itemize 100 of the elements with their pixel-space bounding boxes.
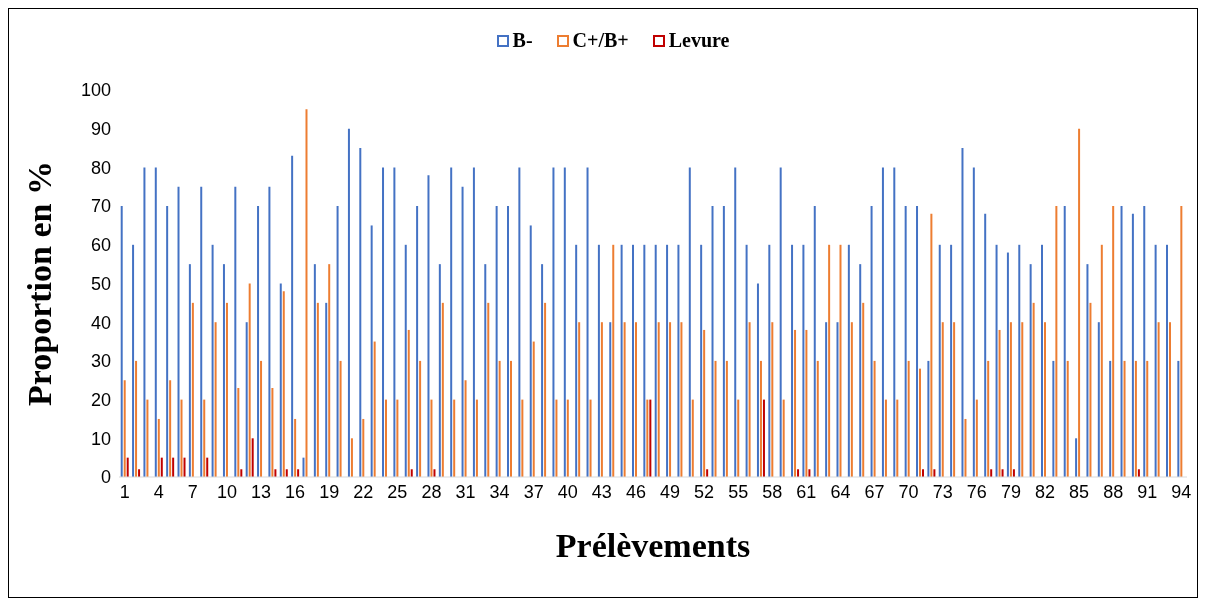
bar <box>297 469 300 477</box>
bar <box>1154 244 1157 477</box>
bar <box>325 302 328 477</box>
x-tick-label: 94 <box>1171 481 1192 502</box>
bar <box>274 469 277 477</box>
bar <box>257 206 260 477</box>
bar <box>123 380 126 477</box>
bar <box>294 418 297 477</box>
bar <box>1112 206 1115 477</box>
bar <box>688 167 691 477</box>
bar <box>350 438 353 477</box>
bar <box>166 206 169 477</box>
bar <box>498 360 501 477</box>
bar <box>666 244 669 477</box>
bar <box>725 360 728 477</box>
bar <box>305 109 308 477</box>
bar <box>143 167 146 477</box>
bar <box>1143 206 1146 477</box>
bar <box>427 175 430 477</box>
x-tick-label: 28 <box>421 481 442 502</box>
bar <box>961 148 964 477</box>
bar <box>797 469 800 477</box>
x-tick-label: 49 <box>660 481 681 502</box>
legend-label: C+/B+ <box>572 29 629 52</box>
bar <box>941 322 944 477</box>
bar <box>896 399 899 477</box>
bar <box>541 264 544 477</box>
bar <box>975 399 978 477</box>
bar <box>1134 360 1137 477</box>
x-tick-label: 16 <box>285 481 306 502</box>
bar <box>927 360 930 477</box>
x-tick-label: 4 <box>153 481 164 502</box>
bar <box>396 399 399 477</box>
y-tick-label: 40 <box>90 312 111 333</box>
bar <box>172 457 175 477</box>
bar <box>737 399 740 477</box>
bar <box>177 186 180 477</box>
x-tick-label: 58 <box>762 481 783 502</box>
bar <box>575 244 578 477</box>
x-tick-label: 91 <box>1137 481 1158 502</box>
bar <box>1063 206 1066 477</box>
bar <box>268 186 271 477</box>
bar <box>1041 244 1043 477</box>
x-tick-label: 31 <box>455 481 476 502</box>
x-tick-label: 64 <box>830 481 851 502</box>
bar <box>521 399 524 477</box>
bar <box>734 167 737 477</box>
bar <box>609 322 612 477</box>
bar <box>120 206 123 477</box>
bar <box>313 264 316 477</box>
bar <box>759 360 762 477</box>
bar <box>518 167 521 477</box>
bar <box>160 457 163 477</box>
bar <box>612 244 615 477</box>
bar <box>1032 302 1035 477</box>
bar <box>1157 322 1160 477</box>
bar <box>510 360 512 477</box>
bar <box>745 244 748 477</box>
x-tick-label: 10 <box>216 481 237 502</box>
bar <box>1086 264 1089 477</box>
bar <box>532 341 535 477</box>
bar <box>950 244 953 477</box>
bar <box>620 244 623 477</box>
x-tick-label: 61 <box>796 481 817 502</box>
bar <box>654 244 657 477</box>
bar <box>211 244 214 477</box>
bar <box>563 167 566 477</box>
bar <box>191 302 194 477</box>
bar <box>881 167 884 477</box>
bar <box>248 283 251 477</box>
bar <box>450 167 453 477</box>
legend-label: B- <box>512 29 533 52</box>
bar <box>416 206 419 477</box>
bar <box>893 167 896 477</box>
bar <box>1001 469 1004 477</box>
bar <box>1044 322 1046 477</box>
bar <box>1018 244 1021 477</box>
bar <box>1131 213 1134 477</box>
bar <box>808 469 811 477</box>
x-tick-label: 22 <box>353 481 374 502</box>
bar <box>328 264 331 477</box>
y-tick-label: 10 <box>90 428 111 449</box>
bar <box>404 244 407 477</box>
bar <box>711 206 714 477</box>
bar <box>475 399 478 477</box>
bar <box>714 360 717 477</box>
bar <box>214 322 217 477</box>
bar <box>154 167 157 477</box>
bar <box>657 322 660 477</box>
x-tick-label: 1 <box>119 481 130 502</box>
bar <box>771 322 774 477</box>
bar <box>1012 469 1015 477</box>
bar <box>836 322 839 477</box>
x-axis-title: Prélèvements <box>555 527 751 564</box>
x-tick-label: 37 <box>523 481 544 502</box>
bar <box>700 244 703 477</box>
bar <box>1052 360 1055 477</box>
y-tick-label: 100 <box>80 80 111 101</box>
bar <box>245 322 248 477</box>
bar <box>1146 360 1149 477</box>
